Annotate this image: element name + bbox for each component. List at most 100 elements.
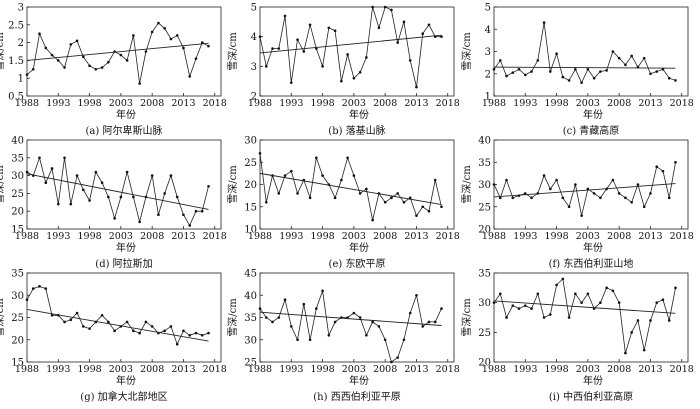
data-point — [523, 73, 527, 77]
x-tick-label: 1993 — [513, 364, 537, 375]
data-point — [125, 170, 129, 174]
y-tick-label: 25 — [244, 358, 257, 369]
x-tick-label: 1988 — [482, 98, 506, 109]
chart-panel-3: 1 2 3 4 5 1988 1993 1998 2003 2008 2013 2018 年份 雪深/cm — [461, 3, 694, 122]
x-tick-label: 2013 — [404, 231, 428, 242]
x-axis-title: 年份 — [116, 241, 136, 254]
data-point — [523, 304, 527, 307]
series-line — [26, 285, 209, 346]
data-point — [88, 327, 91, 330]
data-point — [283, 174, 287, 177]
data-point — [536, 59, 540, 62]
data-point — [498, 292, 502, 296]
x-tick-label: 2013 — [404, 98, 428, 109]
data-point — [38, 32, 41, 35]
data-point — [163, 329, 166, 333]
y-tick-label: 10 — [244, 225, 257, 236]
data-point — [421, 205, 425, 209]
data-point — [561, 75, 565, 79]
x-tick-label: 2013 — [171, 98, 195, 109]
data-point — [207, 44, 210, 48]
data-point — [611, 178, 615, 182]
data-point — [150, 174, 154, 177]
data-point — [402, 20, 406, 24]
data-point — [415, 85, 418, 89]
y-tick-label: 5 — [251, 3, 257, 14]
data-point — [50, 53, 54, 57]
data-point — [194, 331, 198, 335]
x-tick-label: 1998 — [77, 364, 101, 375]
data-point — [175, 195, 179, 199]
data-point — [408, 59, 412, 62]
data-point — [333, 196, 337, 200]
trend-line — [26, 42, 209, 61]
data-point — [674, 79, 677, 82]
data-point — [574, 183, 577, 186]
data-point — [402, 201, 406, 204]
data-point — [492, 301, 496, 304]
data-point — [505, 316, 508, 319]
data-point — [200, 334, 204, 337]
data-point — [289, 81, 293, 84]
data-point — [611, 289, 615, 293]
data-point — [371, 320, 374, 324]
x-tick-label: 2013 — [638, 364, 662, 375]
data-point — [624, 63, 627, 67]
data-point — [440, 35, 443, 38]
x-axis-title: 年份 — [349, 241, 369, 254]
x-tick-label: 1993 — [279, 364, 303, 375]
panel-caption: (d) 阿拉斯加 — [95, 259, 153, 270]
y-tick-label: 20 — [478, 225, 491, 236]
series-line — [493, 22, 676, 84]
data-point — [258, 152, 262, 155]
data-point — [599, 70, 602, 73]
data-point — [207, 184, 210, 188]
data-point — [574, 292, 577, 296]
data-point — [396, 356, 399, 359]
panel-caption: (g) 加拿大北部地区 — [80, 392, 168, 403]
data-point — [200, 209, 204, 213]
data-point — [258, 35, 262, 38]
data-point — [25, 170, 29, 174]
data-point — [157, 213, 160, 217]
data-point — [188, 334, 192, 337]
x-tick-label: 2018 — [203, 231, 227, 242]
data-point — [100, 313, 104, 317]
data-point — [56, 202, 60, 206]
x-tick-label: 2018 — [436, 98, 460, 109]
data-point — [567, 316, 571, 319]
data-point — [642, 205, 646, 209]
x-tick-label: 1998 — [77, 231, 101, 242]
data-point — [390, 196, 393, 200]
trend-line — [259, 311, 442, 326]
data-point — [617, 192, 621, 195]
y-axis-title: 雪深/cm — [0, 32, 6, 71]
y-tick-label: 25 — [478, 202, 491, 213]
y-tick-label: 35 — [478, 269, 491, 280]
x-tick-label: 1998 — [310, 231, 334, 242]
data-point — [333, 29, 337, 33]
y-tick-label: 20 — [11, 335, 24, 346]
data-point — [194, 57, 198, 60]
data-point — [283, 14, 287, 18]
data-point — [277, 47, 281, 50]
data-point — [38, 285, 41, 288]
x-tick-label: 1998 — [77, 98, 101, 109]
data-point — [408, 311, 412, 315]
chart-panel-9: 20 25 30 35 1988 1993 1998 2003 2008 2013 2018 年份 雪深… — [461, 269, 694, 388]
data-point — [352, 76, 356, 80]
data-point — [321, 174, 324, 177]
data-point — [383, 5, 387, 9]
data-point — [358, 70, 362, 74]
y-axis-title: 雪深/cm — [0, 165, 6, 204]
data-point — [169, 174, 173, 177]
x-tick-label: 2008 — [373, 98, 397, 109]
data-point — [649, 192, 652, 195]
x-tick-label: 2013 — [638, 98, 662, 109]
data-point — [580, 301, 583, 304]
y-tick-label: 3 — [251, 62, 257, 73]
data-point — [605, 69, 608, 72]
data-point — [56, 59, 60, 62]
chart-panel-5: 10 15 20 25 30 1988 1993 1998 2003 2008 2013 2018 年份… — [227, 136, 460, 255]
y-tick-label: 2 — [18, 38, 24, 49]
